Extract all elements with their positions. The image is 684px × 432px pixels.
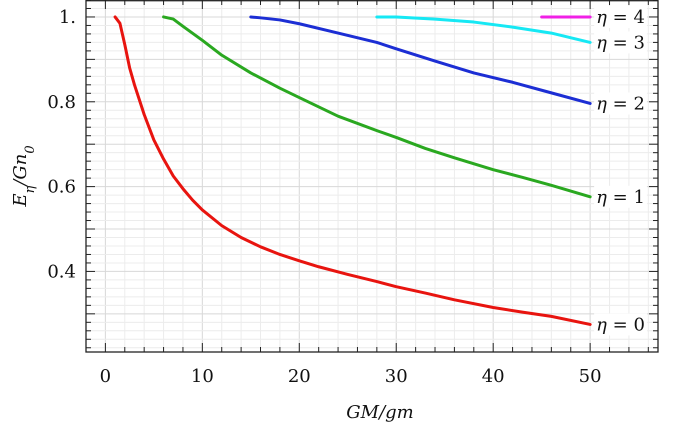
series-line-2 — [249, 15, 592, 105]
x-tick-label: 20 — [288, 366, 311, 387]
series-label-4: η = 4 — [596, 7, 645, 28]
series-label-2: η = 2 — [596, 93, 645, 114]
x-tick-label: 50 — [579, 366, 602, 387]
series-lines — [113, 15, 592, 326]
y-tick-label: 0.8 — [47, 92, 76, 113]
plot-frame — [85, 0, 659, 353]
series-label-3: η = 3 — [596, 32, 645, 53]
x-tick-label: 0 — [100, 366, 111, 387]
series-label-1: η = 1 — [596, 187, 645, 208]
series-line-1 — [162, 15, 592, 199]
y-tick-label: 0.4 — [47, 261, 76, 282]
series-line-3 — [375, 15, 592, 44]
series-label-0: η = 0 — [596, 314, 645, 335]
y-tick-label: 1. — [59, 7, 76, 28]
axis-ticks: 0 10 20 30 40 50 0.4 0.6 0.8 1. — [47, 0, 658, 387]
grid — [85, 0, 658, 352]
x-tick-label: 30 — [385, 366, 408, 387]
series-label-bg — [594, 313, 647, 336]
y-tick-label: 0.6 — [47, 177, 76, 198]
series-label-bg — [594, 31, 647, 54]
series-label-bg — [594, 92, 647, 115]
series-end-labels: η = 0 η = 1 η = 2 η = 3 η = 4 — [594, 5, 647, 336]
series-label-bg — [594, 5, 647, 28]
x-tick-label: 40 — [482, 366, 505, 387]
series-line-0 — [113, 15, 592, 326]
x-tick-label: 10 — [191, 366, 214, 387]
y-axis-title: Eη/Gn0 — [10, 145, 38, 207]
x-axis-title: GM/gm — [346, 402, 413, 423]
series-label-bg — [594, 185, 647, 208]
